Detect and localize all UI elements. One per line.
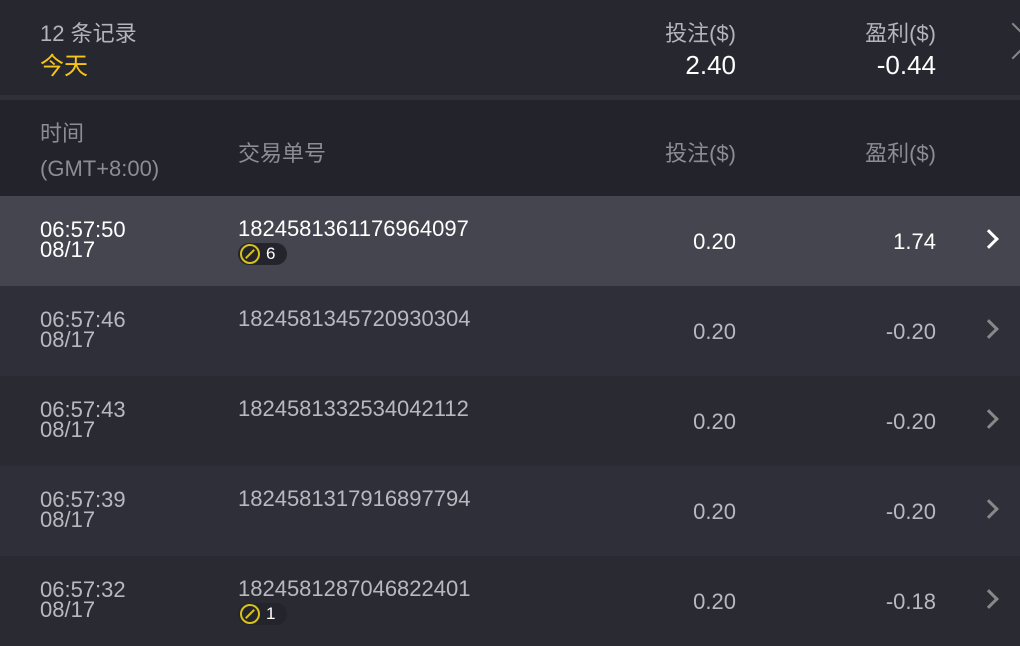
bet-summary-label: 投注($) xyxy=(665,21,736,46)
time-value: 06:57:46 xyxy=(40,307,126,332)
row-profit: -0.20 xyxy=(885,409,936,434)
period-filter[interactable]: 今天 xyxy=(40,53,88,80)
table-row[interactable]: 06:57:50 08/17 1824581361176964097 6 0.20… xyxy=(0,196,1020,286)
order-id: 1824581317916897794 xyxy=(238,486,471,511)
chevron-right-icon[interactable] xyxy=(979,229,999,249)
row-time: 06:57:43 08/17 xyxy=(40,397,126,442)
order-cell: 1824581345720930304 xyxy=(238,306,470,332)
col-profit: 盈利($) xyxy=(865,141,936,166)
free-spin-badge: 6 xyxy=(238,243,288,265)
bet-summary: 投注($) 2.40 xyxy=(665,16,736,81)
row-profit: -0.18 xyxy=(885,589,936,614)
bet-total: 2.40 xyxy=(685,50,736,80)
table-row[interactable]: 06:57:43 08/17 1824581332534042112 0.20 -… xyxy=(0,376,1020,466)
date-value: 08/17 xyxy=(40,327,96,352)
row-profit: -0.20 xyxy=(885,499,936,524)
date-value: 08/17 xyxy=(40,417,96,442)
badge-count: 1 xyxy=(266,604,276,623)
order-id: 1824581345720930304 xyxy=(238,306,471,331)
date-value: 08/17 xyxy=(40,507,96,532)
row-profit: -0.20 xyxy=(885,319,936,344)
chevron-right-icon[interactable] xyxy=(979,319,999,339)
row-bet: 0.20 xyxy=(693,499,736,524)
row-time: 06:57:50 08/17 xyxy=(40,217,126,262)
time-value: 06:57:43 xyxy=(40,397,126,422)
summary-bar: 12 条记录 今天 投注($) 2.40 盈利($) -0.44 xyxy=(0,0,1020,100)
row-time: 06:57:46 08/17 xyxy=(40,307,126,352)
row-bet: 0.20 xyxy=(693,409,736,434)
spin-icon xyxy=(240,604,260,624)
row-time: 06:57:39 08/17 xyxy=(40,487,126,532)
table-row[interactable]: 06:57:46 08/17 1824581345720930304 0.20 -… xyxy=(0,286,1020,376)
table-row[interactable]: 06:57:39 08/17 1824581317916897794 0.20 -… xyxy=(0,466,1020,556)
row-bet: 0.20 xyxy=(693,589,736,614)
order-cell: 1824581317916897794 xyxy=(238,486,470,512)
order-id: 1824581361176964097 xyxy=(238,216,469,241)
chevron-right-icon[interactable] xyxy=(979,499,999,519)
profit-summary-label: 盈利($) xyxy=(865,21,936,46)
chevron-right-icon[interactable] xyxy=(979,589,999,609)
col-timezone: (GMT+8:00) xyxy=(40,156,160,181)
row-bet: 0.20 xyxy=(693,229,736,254)
order-id: 1824581287046822401 xyxy=(238,576,471,601)
order-cell: 1824581332534042112 xyxy=(238,396,469,422)
profit-total: -0.44 xyxy=(876,50,936,80)
row-profit: 1.74 xyxy=(893,229,936,254)
badge-count: 6 xyxy=(266,244,276,263)
table-header: 时间 (GMT+8:00) 交易单号 投注($) 盈利($) xyxy=(0,100,1020,196)
record-count: 12 条记录 xyxy=(40,21,137,46)
row-bet: 0.20 xyxy=(693,319,736,344)
order-cell: 1824581361176964097 6 xyxy=(238,216,469,270)
date-value: 08/17 xyxy=(40,237,96,262)
chevron-right-icon[interactable] xyxy=(994,22,1020,60)
col-bet: 投注($) xyxy=(665,141,736,166)
time-value: 06:57:50 xyxy=(40,217,126,242)
spin-icon xyxy=(240,244,260,264)
col-time: 时间 xyxy=(40,121,85,146)
order-id: 1824581332534042112 xyxy=(238,396,469,421)
time-value: 06:57:39 xyxy=(40,487,126,512)
table-row[interactable]: 06:57:32 08/17 1824581287046822401 1 0.20… xyxy=(0,556,1020,646)
order-cell: 1824581287046822401 1 xyxy=(238,576,470,630)
time-value: 06:57:32 xyxy=(40,577,126,602)
row-time: 06:57:32 08/17 xyxy=(40,577,126,622)
profit-summary: 盈利($) -0.44 xyxy=(865,16,936,81)
chevron-right-icon[interactable] xyxy=(979,409,999,429)
free-spin-badge: 1 xyxy=(238,603,288,625)
col-order: 交易单号 xyxy=(238,141,327,166)
date-value: 08/17 xyxy=(40,597,96,622)
record-list: 06:57:50 08/17 1824581361176964097 6 0.20… xyxy=(0,196,1020,646)
